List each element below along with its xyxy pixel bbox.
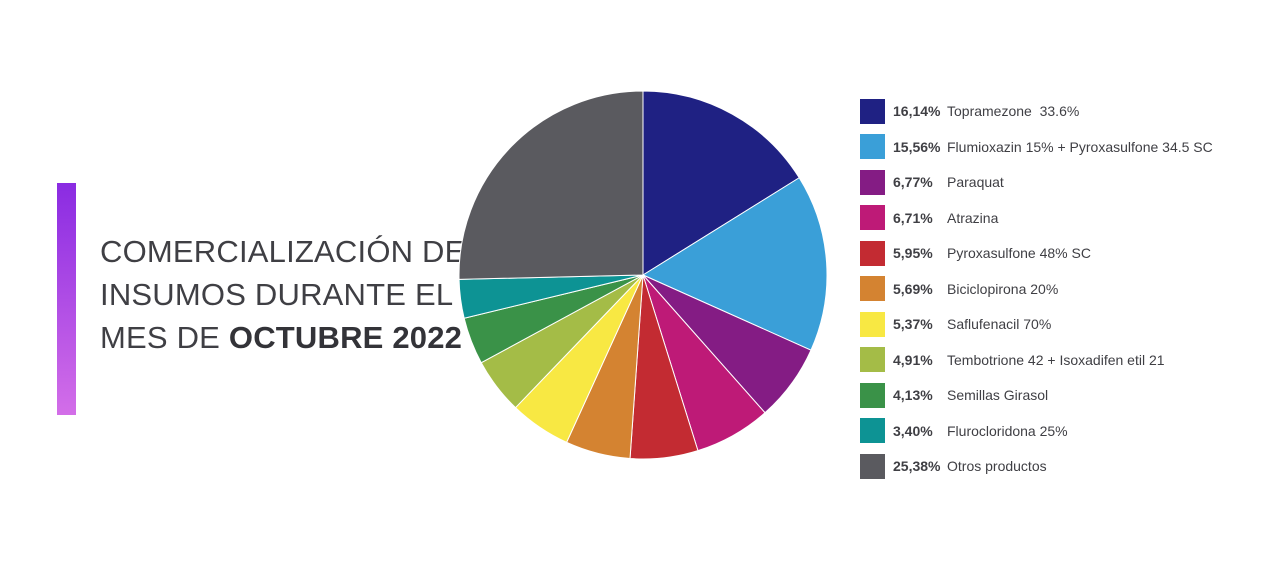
title-line-1: COMERCIALIZACIÓN DE [100, 234, 466, 269]
legend-percentage: 6,71% [893, 209, 933, 226]
legend-label: Semillas Girasol [947, 387, 1049, 403]
legend-item: 5,37% Saflufenacil 70% [860, 311, 1280, 337]
legend-label: Biciclopirona 20% [947, 280, 1059, 297]
legend-percentage: 4,91% [893, 351, 933, 368]
legend-swatch [860, 418, 885, 443]
legend-swatch [860, 169, 885, 195]
legend-item: 15,56% Flumioxazin 15% + Pyroxasulfone 34… [860, 134, 1280, 160]
legend-percentage: 4,13% [893, 387, 933, 403]
chart-title: COMERCIALIZACIÓN DE INSUMOS DURANTE EL M… [100, 230, 466, 359]
legend-item: 4,91% Tembotrione 42 + Isoxadifen etil 21 [860, 347, 1280, 373]
legend-percentage: 5,37% [893, 316, 933, 332]
legend-item: 6,77% Paraquat [860, 169, 1280, 195]
legend-item: 5,95% Pyroxasulfone 48% SC [860, 240, 1280, 266]
title-month-year: OCTUBRE 2022 [228, 320, 463, 355]
pie-slice-2 [641, 177, 828, 351]
legend-percentage: 5,69% [893, 280, 933, 297]
legend-label: Otros productos [947, 458, 1047, 474]
legend-swatch [860, 276, 885, 301]
pie-slice-11 [458, 90, 644, 280]
legend-swatch [860, 134, 885, 159]
legend-item: 6,71% Atrazina [860, 205, 1280, 231]
legend-item: 25,38% Otros productos [860, 453, 1280, 479]
legend-label: Flurocloridona 25% [947, 422, 1068, 439]
legend-swatch [860, 98, 885, 124]
legend-item: 5,69% Biciclopirona 20% [860, 276, 1280, 302]
legend-swatch [860, 205, 885, 230]
legend-swatch [860, 347, 885, 372]
legend-label: Tembotrione 42 + Isoxadifen etil 21 [947, 351, 1165, 368]
title-line-2: INSUMOS DURANTE EL [100, 277, 454, 312]
legend-swatch [860, 453, 885, 479]
legend-label: Atrazina [947, 209, 999, 226]
accent-bar [57, 183, 76, 415]
legend-item: 3,40% Flurocloridona 25% [860, 418, 1280, 444]
legend-swatch [860, 382, 885, 408]
legend-percentage: 15,56% [893, 138, 941, 155]
legend-label: Saflufenacil 70% [947, 316, 1052, 332]
title-line-3: MES DE OCTUBRE 2022 [100, 316, 463, 359]
legend-label: Paraquat [947, 174, 1004, 190]
legend-percentage: 16,14% [893, 103, 941, 119]
legend-percentage: 3,40% [893, 422, 933, 439]
legend-percentage: 5,95% [893, 245, 933, 261]
legend-label: Topramezone 33.6% [947, 103, 1080, 119]
legend-swatch [860, 240, 885, 266]
pie-slice-1 [642, 90, 800, 276]
legend-percentage: 25,38% [893, 458, 941, 474]
legend-label: Flumioxazin 15% + Pyroxasulfone 34.5 SC [947, 138, 1213, 155]
legend-label: Pyroxasulfone 48% SC [947, 245, 1091, 261]
title-line-3-prefix: MES DE [100, 320, 229, 355]
legend-item: 16,14% Topramezone 33.6% [860, 98, 1280, 124]
legend-swatch [860, 311, 885, 337]
legend-item: 4,13% Semillas Girasol [860, 382, 1280, 408]
legend-percentage: 6,77% [893, 174, 933, 190]
